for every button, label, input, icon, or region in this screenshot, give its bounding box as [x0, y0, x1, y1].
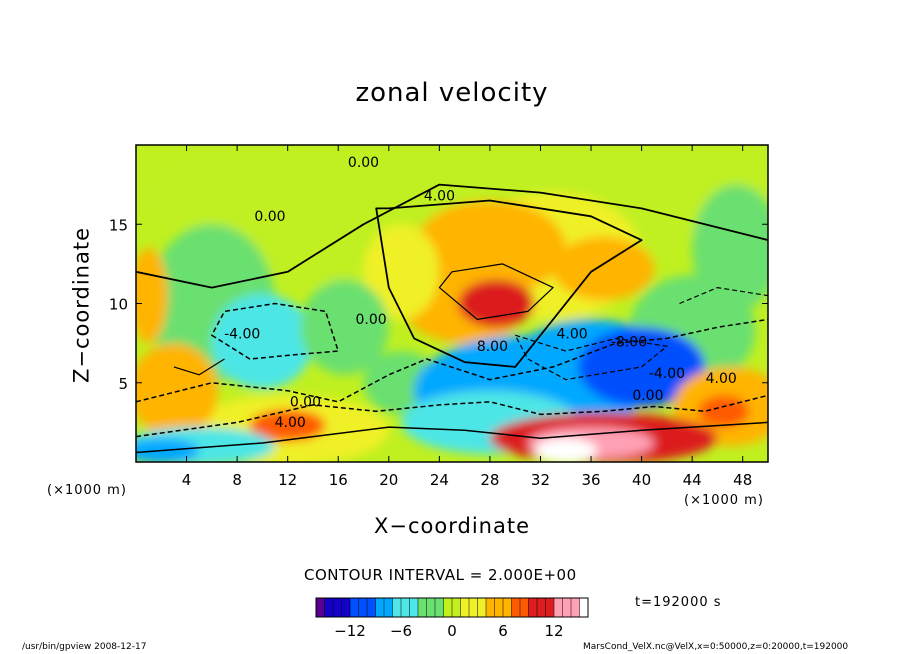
- x-tick-label: 28: [480, 471, 499, 489]
- colorbar-tick-label: −6: [390, 622, 412, 640]
- y-tick-label: 10: [109, 296, 128, 314]
- footer-program-info: /usr/bin/gpview 2008-12-17: [22, 642, 147, 652]
- colorbar-cell: [409, 598, 419, 617]
- y-tick-label: 5: [118, 375, 128, 393]
- contour-label: 0.00: [254, 209, 285, 225]
- contour-line: [375, 199, 643, 368]
- colorbar-cell: [477, 598, 487, 617]
- contour-label: 4.00: [275, 415, 306, 431]
- contour-label: -4.00: [224, 326, 260, 342]
- x-tick-label: 4: [182, 471, 192, 489]
- colorbar-cell: [469, 598, 478, 617]
- contour-label: -8.00: [611, 334, 647, 350]
- colorbar-cell: [435, 598, 444, 617]
- colorbar: −12 −6 0 6 12: [315, 597, 589, 640]
- colorbar-cell: [452, 598, 461, 617]
- colorbar-cell: [494, 598, 504, 617]
- colorbar-cell: [528, 598, 538, 617]
- colorbar-cell: [486, 598, 495, 617]
- contour-label: 0.00: [348, 155, 379, 171]
- footer-data-source: MarsCond_VelX.nc@VelX,x=0:50000,z=0:2000…: [583, 642, 849, 652]
- colorbar-cell: [460, 598, 470, 617]
- colorbar-cell: [341, 598, 351, 617]
- velocity-region: [249, 409, 326, 442]
- colorbar-cell: [537, 598, 546, 617]
- colorbar-cell: [562, 598, 572, 617]
- x-tick-label: 8: [232, 471, 242, 489]
- contour-line: [136, 421, 768, 454]
- colorbar-cell: [316, 598, 325, 617]
- colorbar-cell: [350, 598, 359, 617]
- contour-line: [136, 318, 768, 403]
- colorbar-cell: [571, 598, 580, 617]
- chart-title: zonal velocity: [355, 78, 549, 108]
- velocity-region: [458, 279, 535, 328]
- contour-line: [136, 394, 768, 438]
- colorbar-tick-label: 6: [498, 622, 508, 640]
- x-tick-label: 36: [581, 471, 600, 489]
- contour-line: [211, 302, 339, 360]
- colorbar-frame: [315, 597, 589, 618]
- colorbar-tick-label: 0: [447, 622, 457, 640]
- colorbar-cell: [503, 598, 512, 617]
- contour-interval-note: CONTOUR INTERVAL = 2.000E+00: [304, 566, 577, 584]
- x-tick-label: 20: [379, 471, 398, 489]
- velocity-region: [692, 184, 768, 312]
- x-tick-label: 24: [430, 471, 449, 489]
- colorbar-cell: [511, 598, 521, 617]
- colorbar-tick-label: 12: [544, 622, 563, 640]
- colorbar-cell: [392, 598, 402, 617]
- velocity-region: [534, 438, 598, 462]
- colorbar-cell: [324, 598, 334, 617]
- colorbar-cell: [375, 598, 385, 617]
- colorbar-cell: [520, 598, 529, 617]
- contour-line: [438, 263, 554, 320]
- colorbar-cell: [358, 598, 368, 617]
- x-tick-label: 16: [329, 471, 348, 489]
- velocity-region: [553, 236, 655, 301]
- contour-label: 4.00: [557, 326, 588, 342]
- velocity-region: [211, 294, 313, 389]
- velocity-region: [148, 145, 377, 241]
- x-axis-label: X−coordinate: [374, 514, 530, 538]
- velocity-field: [136, 145, 768, 462]
- y-axis-unit-label: (×1000 m): [47, 483, 127, 498]
- contour-label: 0.00: [356, 312, 387, 328]
- colorbar-cell: [579, 598, 589, 617]
- contour-line: [136, 183, 768, 289]
- time-note: t=192000 s: [635, 595, 722, 610]
- contour-line: [679, 287, 768, 305]
- contour-label: 8.00: [477, 339, 508, 355]
- contour-line: [514, 334, 668, 381]
- colorbar-cell: [426, 598, 436, 617]
- velocity-region: [300, 279, 389, 375]
- velocity-region: [698, 395, 750, 428]
- contour-label: 0.00: [290, 395, 321, 411]
- velocity-region: [136, 343, 219, 439]
- colorbar-cell: [554, 598, 563, 617]
- velocity-region: [136, 248, 168, 344]
- colorbar-cell: [545, 598, 555, 617]
- x-tick-label: 44: [683, 471, 702, 489]
- y-axis-label: Z−coordinate: [69, 227, 94, 383]
- colorbar-cell: [367, 598, 376, 617]
- y-tick-label: 15: [109, 216, 128, 234]
- x-axis-unit-label: (×1000 m): [684, 493, 764, 508]
- contour-line: [173, 358, 225, 376]
- contour-label: 4.00: [706, 371, 737, 387]
- colorbar-tick-label: −12: [334, 622, 366, 640]
- contour-label: 4.00: [424, 189, 455, 205]
- x-tick-label: 48: [733, 471, 752, 489]
- x-tick-label: 12: [278, 471, 297, 489]
- colorbar-cell: [401, 598, 410, 617]
- colorbar-cell: [333, 598, 342, 617]
- colorbar-cell: [384, 598, 393, 617]
- x-tick-label: 40: [632, 471, 651, 489]
- colorbar-cell: [418, 598, 427, 617]
- x-tick-label: 32: [531, 471, 550, 489]
- colorbar-cell: [443, 598, 453, 617]
- contour-label: -4.00: [649, 366, 685, 382]
- contour-label: 0.00: [632, 388, 663, 404]
